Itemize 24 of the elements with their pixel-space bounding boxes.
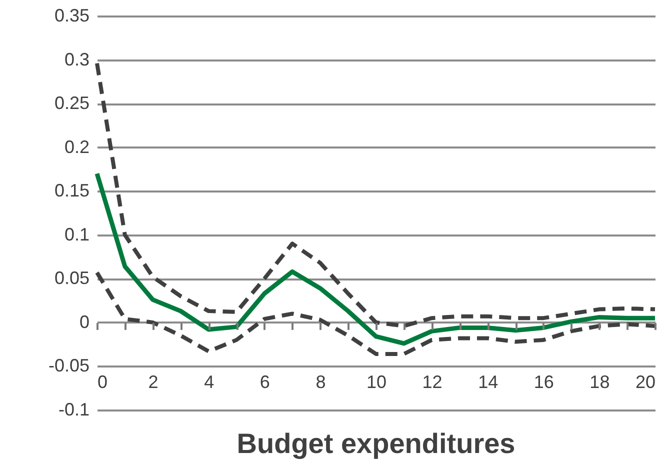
y-tick-label: 0.35	[54, 6, 90, 26]
x-tick-label: 14	[478, 372, 498, 392]
x-tick-label: 10	[366, 372, 387, 392]
x-tick-label: 4	[204, 372, 214, 392]
x-tick-label: 2	[148, 372, 158, 392]
line-series	[95, 61, 657, 328]
y-tick-label: 0.2	[64, 136, 90, 157]
x-tick-label: 16	[534, 372, 554, 392]
x-tick-label: 8	[316, 372, 326, 392]
x-tick-label: 6	[260, 372, 270, 392]
y-tick-label: 0.3	[64, 49, 90, 70]
y-tick-label: -0.05	[48, 356, 90, 376]
y-tick-label: -0.1	[58, 400, 90, 420]
x-tick-label: 0	[98, 372, 108, 392]
line-series	[95, 270, 657, 356]
x-tick-label: 18	[590, 372, 610, 392]
y-tick-label: 0.1	[64, 224, 90, 244]
y-tick-label: 0.25	[54, 93, 90, 114]
y-tick-label: 0.05	[54, 268, 90, 288]
y-tick-label: 0.15	[54, 180, 90, 201]
x-axis-title: Budget expenditures	[236, 428, 516, 459]
x-tick-label: 20	[635, 372, 656, 392]
x-tick-label: 12	[422, 372, 442, 392]
y-tick-label: 0	[79, 312, 90, 332]
